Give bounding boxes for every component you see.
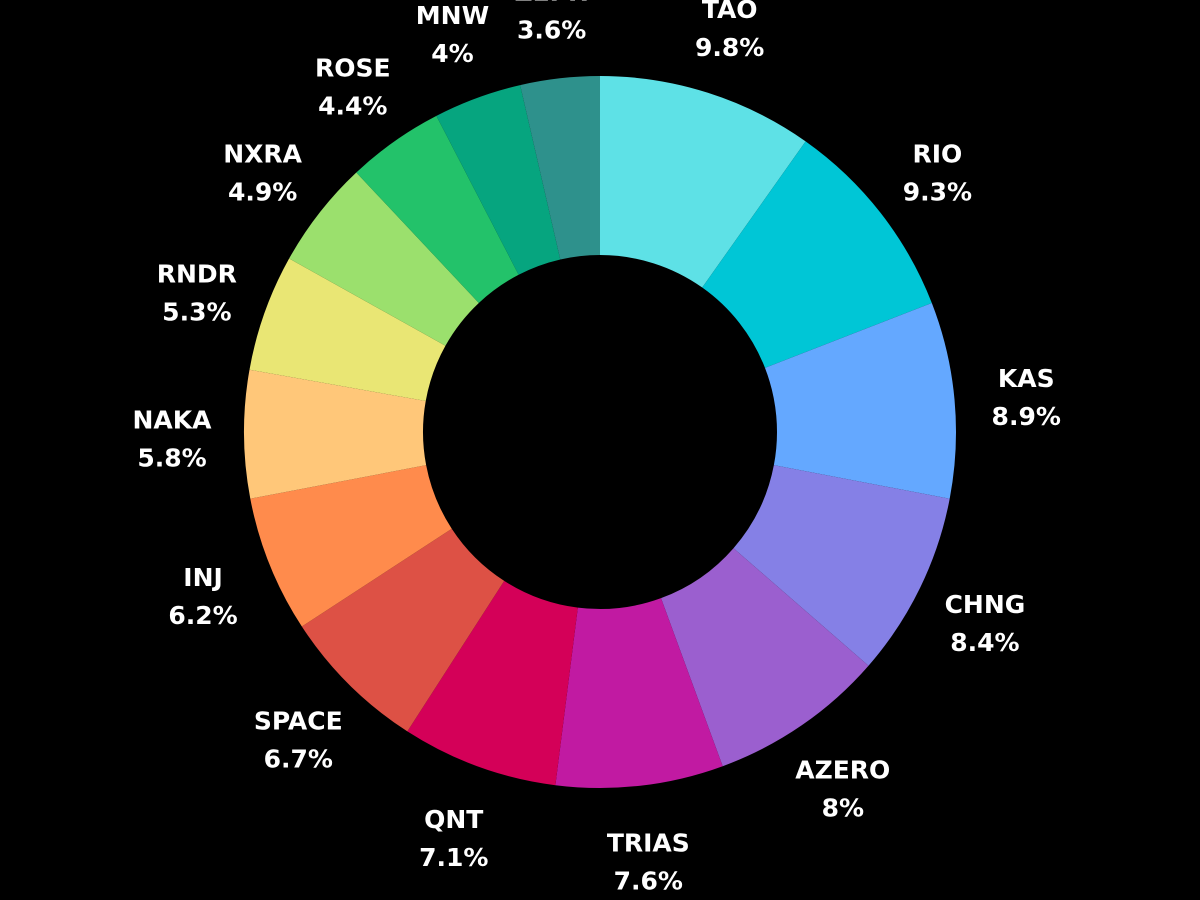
slice-label-rose: ROSE 4.4% [315, 54, 391, 121]
slice-label-inj: INJ 6.2% [168, 563, 237, 630]
slice-value-label: 3.6% [517, 16, 586, 45]
slice-value-label: 4.4% [318, 92, 387, 121]
slice-name-label: ROSE [315, 54, 391, 83]
slice-tao [600, 76, 806, 288]
slice-name-label: TAO [702, 0, 758, 24]
slice-rose [356, 115, 519, 303]
slice-name-label: CHNG [945, 590, 1026, 619]
slice-label-zeph: ZEPH 3.6% [514, 0, 588, 45]
slice-label-nxra: NXRA 4.9% [223, 140, 302, 207]
slice-zeph [520, 76, 600, 260]
slice-label-rndr: RNDR 5.3% [157, 259, 237, 326]
slice-naka [243, 369, 427, 499]
slice-value-label: 6.7% [264, 745, 333, 774]
slice-value-label: 4% [431, 39, 473, 68]
slice-label-tao: TAO 9.8% [695, 0, 764, 62]
slice-azero [661, 548, 869, 767]
slice-label-rio: RIO 9.3% [903, 140, 972, 207]
slice-kas [764, 303, 957, 499]
slice-nxra [289, 172, 479, 346]
slice-qnt [407, 580, 578, 786]
slice-mnw [436, 85, 561, 275]
slice-name-label: MNW [416, 1, 489, 30]
slice-label-mnw: MNW 4% [416, 1, 489, 68]
slice-label-azero: AZERO 8% [795, 755, 890, 822]
slice-value-label: 9.3% [903, 178, 972, 207]
slice-label-naka: NAKA 5.8% [133, 406, 213, 473]
slice-name-label: NXRA [223, 140, 302, 169]
slice-label-trias: TRIAS 7.6% [607, 828, 690, 895]
slice-name-label: ZEPH [514, 0, 588, 7]
slice-rndr [249, 258, 446, 402]
slice-value-label: 7.6% [614, 866, 683, 895]
slice-value-label: 5.3% [162, 297, 231, 326]
slice-name-label: QNT [424, 805, 483, 834]
slice-inj [250, 465, 452, 627]
slice-label-space: SPACE 6.7% [254, 707, 343, 774]
slice-value-label: 8.9% [992, 402, 1061, 431]
slice-label-chng: CHNG 8.4% [945, 590, 1026, 657]
slice-value-label: 7.1% [419, 843, 488, 872]
slice-name-label: NAKA [133, 406, 213, 435]
slice-value-label: 8% [822, 793, 864, 822]
slice-value-label: 6.2% [168, 601, 237, 630]
donut-slices [243, 76, 957, 788]
slice-name-label: RNDR [157, 259, 237, 288]
donut-labels: TAO 9.8% RIO 9.3% KAS 8.9% CHNG 8.4% AZERO 8% TRIA… [133, 0, 1061, 895]
slice-name-label: RIO [912, 140, 962, 169]
slice-label-kas: KAS 8.9% [992, 364, 1061, 431]
slice-name-label: INJ [183, 563, 223, 592]
slice-chng [733, 465, 950, 666]
slice-label-qnt: QNT 7.1% [419, 805, 488, 872]
slice-value-label: 5.8% [137, 444, 206, 473]
slice-trias [555, 598, 723, 788]
slice-name-label: KAS [998, 364, 1055, 393]
slice-space [301, 528, 505, 732]
slice-name-label: SPACE [254, 707, 343, 736]
slice-rio [702, 141, 932, 368]
slice-value-label: 8.4% [950, 628, 1019, 657]
slice-name-label: AZERO [795, 755, 890, 784]
slice-value-label: 9.8% [695, 33, 764, 62]
slice-value-label: 4.9% [228, 178, 297, 207]
slice-name-label: TRIAS [607, 828, 690, 857]
